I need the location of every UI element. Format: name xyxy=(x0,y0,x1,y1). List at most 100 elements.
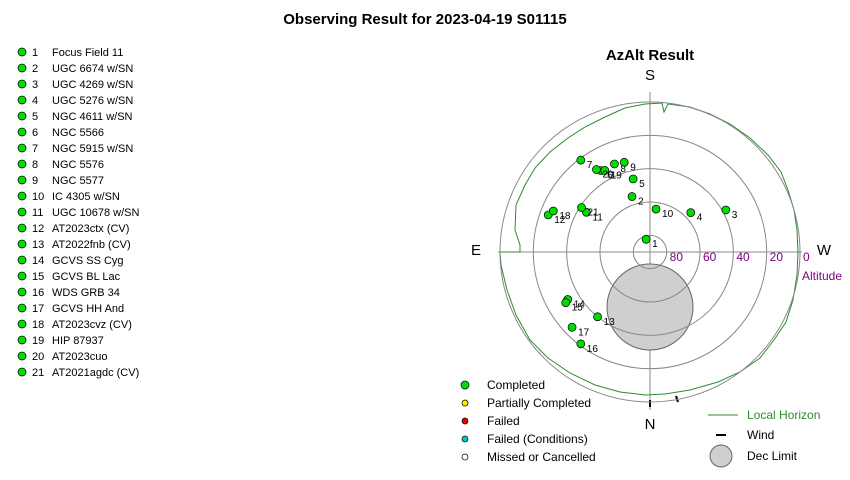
target-point xyxy=(576,339,586,349)
local-horizon xyxy=(499,102,799,396)
point-label: 19 xyxy=(611,170,623,181)
target-point xyxy=(561,298,571,307)
list-id: 9 xyxy=(32,175,38,187)
point-label: 5 xyxy=(639,179,645,190)
list-id: 3 xyxy=(32,79,38,91)
legend-swatch xyxy=(461,453,469,461)
grid-ring xyxy=(499,101,801,403)
target-point xyxy=(567,322,577,332)
list-dot xyxy=(17,79,27,89)
list-dot xyxy=(17,111,27,121)
list-dot xyxy=(17,207,27,217)
list-name: Focus Field 11 xyxy=(52,47,123,59)
list-id: 1 xyxy=(32,47,38,59)
point-label: 1 xyxy=(652,239,658,250)
point-label: 14 xyxy=(574,300,586,311)
list-name: AT2023cvz (CV) xyxy=(52,319,132,331)
legend-label: Partially Completed xyxy=(487,396,591,410)
list-id: 2 xyxy=(32,63,38,75)
list-id: 4 xyxy=(32,95,38,107)
list-id: 20 xyxy=(32,351,44,363)
list-dot xyxy=(17,239,27,249)
list-id: 15 xyxy=(32,271,44,283)
wind-mark xyxy=(675,395,679,403)
list-id: 8 xyxy=(32,159,38,171)
list-name: AT2021agdc (CV) xyxy=(52,367,139,379)
list-name: UGC 5276 w/SN xyxy=(52,95,133,107)
point-label: 11 xyxy=(592,212,603,223)
point-label: 18 xyxy=(559,211,571,222)
list-dot xyxy=(17,287,27,297)
point-label: 21 xyxy=(588,208,600,219)
r-tick-label: 80 xyxy=(670,250,684,264)
list-id: 6 xyxy=(32,127,38,139)
list-id: 17 xyxy=(32,303,44,315)
target-point xyxy=(627,192,637,201)
legend-label: Dec Limit xyxy=(747,449,798,463)
list-name: UGC 4269 w/SN xyxy=(52,79,133,91)
list-name: GCVS BL Lac xyxy=(52,271,121,283)
list-name: UGC 10678 w/SN xyxy=(52,207,139,219)
list-id: 5 xyxy=(32,111,38,123)
point-label: 4 xyxy=(697,213,703,224)
legend-label: Failed (Conditions) xyxy=(487,432,588,446)
legend-label: Completed xyxy=(487,378,545,392)
list-name: NGC 5576 xyxy=(52,159,104,171)
list-name: NGC 5566 xyxy=(52,127,104,139)
direction-label: S xyxy=(645,67,655,84)
point-label: 12 xyxy=(554,215,566,226)
list-dot xyxy=(17,159,27,169)
legend-swatch xyxy=(461,417,469,425)
point-label: 9 xyxy=(630,162,636,173)
list-id: 12 xyxy=(32,223,44,235)
target-point xyxy=(593,312,602,322)
legend-label: Local Horizon xyxy=(747,408,820,422)
target-point xyxy=(628,174,638,184)
list-name: IC 4305 w/SN xyxy=(52,191,120,203)
point-label: 2 xyxy=(638,197,644,208)
target-point xyxy=(686,208,696,217)
list-name: AT2023cuo xyxy=(52,351,107,363)
list-id: 14 xyxy=(32,255,44,267)
list-dot xyxy=(17,95,27,105)
list-name: NGC 5915 w/SN xyxy=(52,143,133,155)
r-tick-label: 0 xyxy=(803,250,810,264)
list-dot xyxy=(17,335,27,345)
target-point xyxy=(619,157,629,167)
target-point xyxy=(641,234,651,244)
list-dot xyxy=(17,303,27,313)
legend-swatch xyxy=(461,399,469,407)
direction-label: W xyxy=(817,242,832,259)
list-dot xyxy=(17,175,27,185)
target-point xyxy=(592,165,601,174)
target-point xyxy=(577,203,586,212)
list-dot xyxy=(17,255,27,265)
list-name: AT2022fnb (CV) xyxy=(52,239,131,251)
r-tick-label: 20 xyxy=(770,250,784,264)
point-label: 7 xyxy=(587,160,593,171)
direction-label: E xyxy=(471,242,481,259)
list-name: NGC 5577 xyxy=(52,175,104,187)
point-label: 10 xyxy=(662,209,674,220)
r-tick-label: 40 xyxy=(736,250,750,264)
legend-label: Missed or Cancelled xyxy=(487,450,596,464)
list-dot xyxy=(17,223,27,233)
list-name: GCVS SS Cyg xyxy=(52,255,124,267)
list-name: HIP 87937 xyxy=(52,335,104,347)
list-id: 13 xyxy=(32,239,44,251)
legend-swatch xyxy=(709,444,733,468)
target-point xyxy=(548,206,558,216)
grid-ring xyxy=(566,168,734,336)
list-id: 19 xyxy=(32,335,44,347)
list-id: 18 xyxy=(32,319,44,331)
target-point xyxy=(721,205,731,215)
target-point xyxy=(576,155,586,165)
list-dot xyxy=(17,127,27,137)
list-name: AT2023ctx (CV) xyxy=(52,223,129,235)
list-name: GCVS HH And xyxy=(52,303,124,315)
list-dot xyxy=(17,271,27,281)
point-label: 3 xyxy=(732,210,738,221)
dec-limit xyxy=(606,263,694,351)
grid-ring xyxy=(532,134,768,370)
